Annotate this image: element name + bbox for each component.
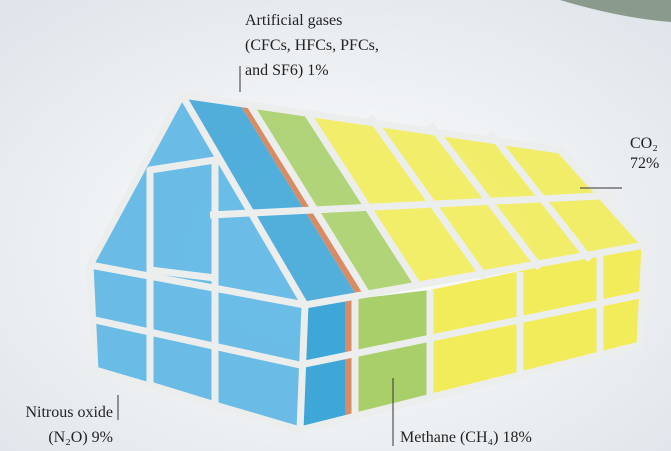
- leader-lines: [117, 66, 622, 446]
- front-wall: [90, 95, 305, 430]
- wall-blue: [300, 300, 345, 430]
- annotation-line: CO₂: [630, 135, 658, 152]
- annotation-line: (N₂O) 9%: [48, 429, 113, 446]
- annotation-line: (CFCs, HFCs, PFCs,: [245, 37, 379, 54]
- background-scenery: [560, 0, 671, 22]
- wall-green: [355, 290, 430, 415]
- annotation-line: Nitrous oxide: [25, 404, 113, 421]
- frame: [86, 91, 649, 434]
- annotation-line: 72%: [630, 155, 659, 172]
- wall-yellow: [430, 245, 645, 400]
- roof-blue: [182, 95, 357, 305]
- greenhouse: [86, 91, 649, 434]
- roof-green: [250, 105, 419, 294]
- annotation-line: Methane (CH₄) 18%: [400, 429, 532, 446]
- annotation-line: and SF6) 1%: [245, 62, 329, 79]
- annotation-line: Artificial gases: [245, 12, 342, 29]
